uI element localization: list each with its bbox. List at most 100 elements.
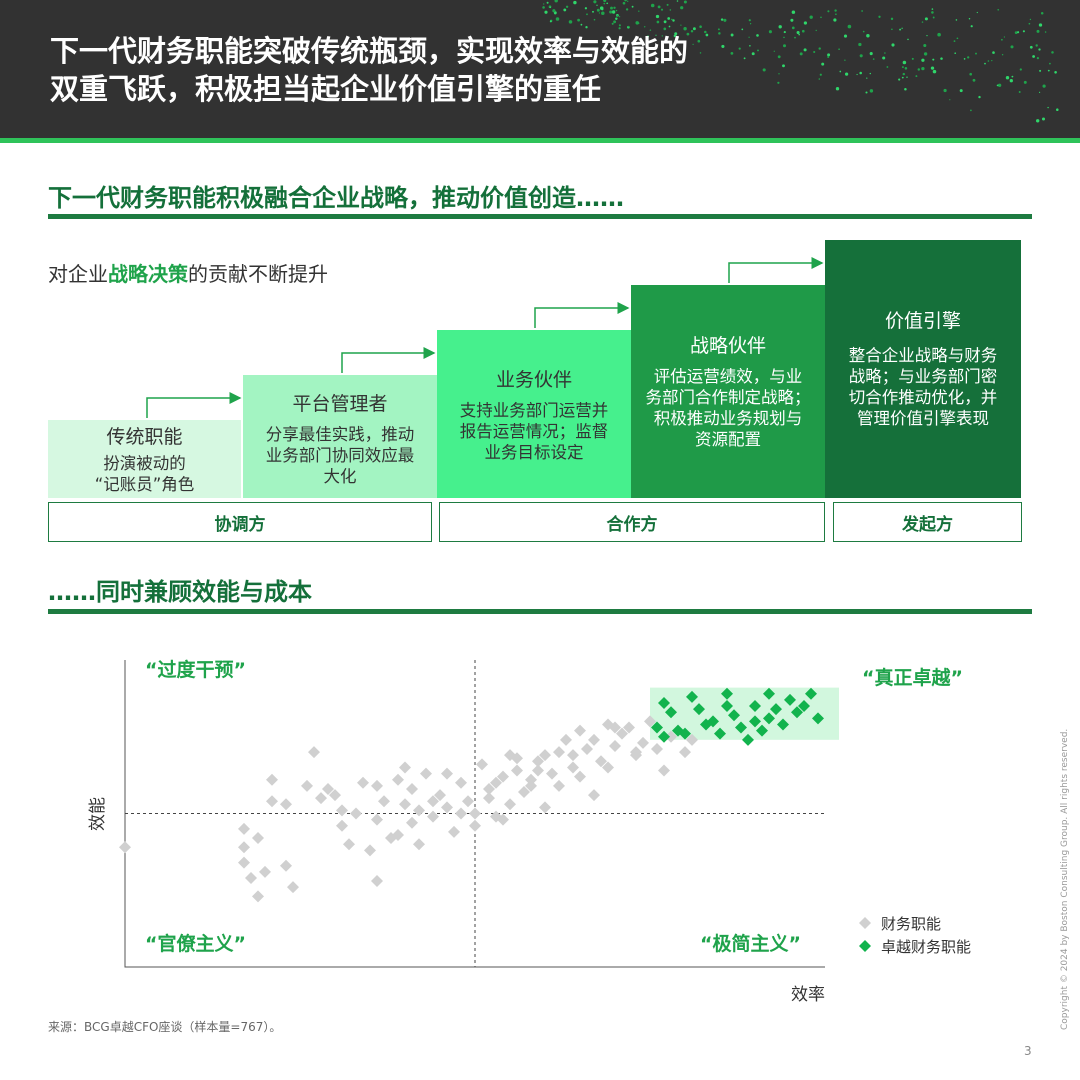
decor-dot [915, 75, 918, 78]
point-finance [679, 746, 691, 759]
arrow-4 [728, 257, 824, 283]
decor-dot [610, 6, 613, 10]
header-banner: 下一代财务职能突破传统瓶颈，实现效率与效能的 双重飞跃，积极担当起企业价值引擎的… [0, 0, 1080, 138]
decor-dot [704, 30, 707, 34]
decor-dot [624, 0, 627, 2]
decor-dot [862, 30, 865, 33]
decor-dot [565, 5, 569, 8]
decor-dot [937, 32, 941, 37]
point-finance [357, 776, 369, 789]
decor-dot [616, 15, 619, 17]
decor-dot [869, 72, 871, 75]
point-excellent [763, 687, 775, 700]
point-finance [469, 819, 481, 832]
decor-dot [603, 2, 606, 5]
decor-dot [1014, 31, 1018, 35]
step-title: 价值引擎 [884, 310, 961, 332]
decor-dot [834, 9, 837, 12]
decor-dot [869, 52, 873, 56]
decor-dot [603, 0, 607, 3]
decor-dot [611, 10, 616, 14]
decor-dot [606, 2, 609, 5]
decor-dot [924, 17, 928, 21]
decor-dot [757, 49, 759, 52]
decor-dot [730, 52, 734, 55]
decor-dot [809, 15, 813, 19]
decor-dot [782, 44, 787, 48]
point-finance [525, 773, 537, 786]
decor-dot [768, 30, 772, 34]
decor-dot [907, 38, 909, 41]
decor-dot [777, 55, 781, 59]
decor-dot [717, 28, 720, 31]
point-finance [301, 779, 313, 792]
decor-dot [631, 5, 634, 8]
point-excellent [686, 690, 698, 703]
decor-dot [978, 95, 981, 99]
point-excellent [658, 730, 670, 743]
decor-dot [676, 0, 679, 2]
axes [124, 660, 825, 968]
point-finance [462, 795, 474, 808]
point-finance [427, 810, 439, 823]
decor-dot [646, 35, 650, 38]
decor-dot [667, 17, 671, 20]
point-finance [476, 758, 488, 771]
decor-dot [847, 24, 852, 29]
decor-dot [835, 87, 840, 91]
decor-dot [901, 27, 903, 29]
point-finance [413, 838, 425, 851]
point-finance [455, 776, 467, 789]
decor-dot [705, 33, 709, 37]
decor-dot [601, 11, 605, 16]
arrow-3 [534, 302, 630, 328]
decor-dot [1039, 69, 1042, 72]
decor-dot [625, 8, 629, 11]
decor-dot [555, 17, 560, 21]
decor-dot [552, 9, 556, 13]
point-finance [686, 733, 698, 746]
decor-dot [803, 21, 808, 25]
decor-dot [969, 72, 973, 76]
decor-dot [741, 28, 744, 31]
point-finance [483, 792, 495, 805]
decor-dot [657, 5, 661, 9]
point-finance [574, 724, 586, 737]
point-finance [651, 743, 663, 756]
decor-dot [615, 9, 618, 12]
decor-dot [643, 26, 646, 28]
decor-dot [902, 60, 907, 65]
decor-dot [730, 33, 734, 37]
decor-dot [666, 3, 669, 6]
point-finance [315, 792, 327, 805]
decor-dot [655, 34, 657, 36]
decor-dot [891, 28, 893, 31]
decor-dot [1018, 91, 1021, 93]
point-finance [259, 865, 271, 878]
point-finance [581, 743, 593, 756]
decor-dot [1010, 45, 1014, 49]
decor-dot [932, 16, 935, 19]
decor-dot [954, 52, 957, 55]
decor-dot [970, 25, 973, 28]
point-finance [266, 795, 278, 808]
quadrant-label-top-left: “过度干预” [145, 658, 246, 681]
decor-dot [1032, 55, 1035, 58]
decor-dot [813, 50, 816, 54]
point-excellent [742, 733, 754, 746]
decor-dot [546, 1, 549, 4]
decor-dot [699, 25, 702, 28]
point-excellent [658, 696, 670, 709]
decor-dot [618, 27, 621, 30]
quadrant-label-bottom-left: “官僚主义” [145, 932, 246, 955]
decor-dot [949, 99, 951, 101]
decor-dot [1038, 48, 1041, 51]
decor-dot [967, 56, 970, 59]
decor-dot [615, 17, 618, 20]
decor-dot [884, 52, 886, 54]
point-excellent [770, 703, 782, 716]
point-finance [413, 804, 425, 817]
decor-dot [656, 20, 660, 24]
point-excellent [721, 700, 733, 713]
step-title: 传统职能 [106, 426, 183, 448]
